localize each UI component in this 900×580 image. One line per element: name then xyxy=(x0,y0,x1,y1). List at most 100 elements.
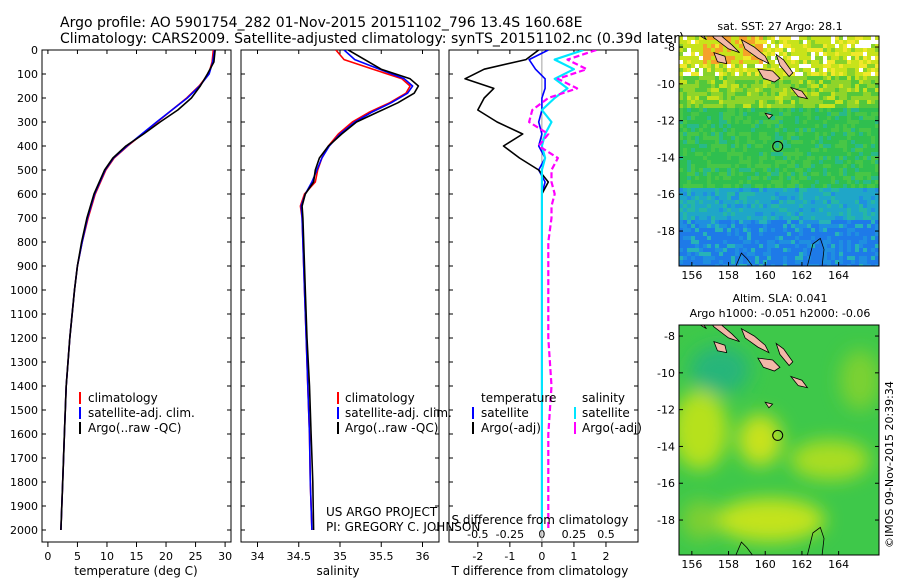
sst-cell xyxy=(719,196,723,200)
sst-cell xyxy=(795,184,799,188)
sst-cell xyxy=(715,92,719,96)
sst-cell xyxy=(871,108,875,112)
sst-cell xyxy=(703,208,707,212)
sst-cell xyxy=(855,244,859,248)
sst-cell xyxy=(815,140,819,144)
sst-cell xyxy=(767,168,771,172)
sst-cell xyxy=(803,108,807,112)
sst-cell xyxy=(779,212,783,216)
sst-cell xyxy=(695,36,699,40)
lon-tick-label: 158 xyxy=(718,558,739,571)
sst-cell xyxy=(867,108,871,112)
sst-cell xyxy=(827,108,831,112)
sst-cell xyxy=(755,240,759,244)
sst-cell xyxy=(791,36,795,40)
sst-cell xyxy=(819,224,823,228)
sst-cell xyxy=(803,252,807,256)
sst-cell xyxy=(707,68,711,72)
sst-cell xyxy=(699,264,703,266)
sst-cell xyxy=(807,160,811,164)
sst-cell xyxy=(683,84,687,88)
sst-cell xyxy=(863,252,867,256)
sst-cell xyxy=(703,60,707,64)
sst-cell xyxy=(695,184,699,188)
sst-cell xyxy=(703,48,707,52)
lat-tick-label: -16 xyxy=(657,477,675,490)
sst-cell xyxy=(779,72,783,76)
sst-cell xyxy=(875,72,879,76)
sst-cell xyxy=(727,164,731,168)
sst-cell xyxy=(799,72,803,76)
sst-cell xyxy=(743,160,747,164)
sst-cell xyxy=(815,136,819,140)
sst-cell xyxy=(691,232,695,236)
sst-cell xyxy=(859,140,863,144)
sst-cell xyxy=(855,56,859,60)
sst-cell xyxy=(875,124,879,128)
sst-cell xyxy=(703,108,707,112)
sst-cell xyxy=(827,220,831,224)
sst-cell xyxy=(711,184,715,188)
sst-cell xyxy=(807,148,811,152)
sst-cell xyxy=(831,164,835,168)
sst-cell xyxy=(779,52,783,56)
sst-cell xyxy=(751,180,755,184)
sst-cell xyxy=(771,68,775,72)
sst-cell xyxy=(687,56,691,60)
sst-cell xyxy=(863,72,867,76)
sst-cell xyxy=(839,184,843,188)
sst-cell xyxy=(707,248,711,252)
x-tick-label: 30 xyxy=(218,550,232,563)
sst-cell xyxy=(835,36,839,40)
x-tick-label: 34.5 xyxy=(287,550,312,563)
sst-cell xyxy=(731,112,735,116)
sst-cell xyxy=(687,120,691,124)
sst-cell xyxy=(803,200,807,204)
sst-cell xyxy=(683,112,687,116)
sst-cell xyxy=(763,140,767,144)
lon-tick-label: 164 xyxy=(828,558,849,571)
sst-cell xyxy=(695,88,699,92)
sst-cell xyxy=(747,264,751,266)
sst-cell xyxy=(771,264,775,266)
sst-cell xyxy=(875,216,879,220)
sst-cell xyxy=(683,224,687,228)
sst-cell xyxy=(875,260,879,264)
sst-cell xyxy=(835,144,839,148)
sst-cell xyxy=(699,124,703,128)
sst-cell xyxy=(871,220,875,224)
difference-legend: temperature salinity satellite Argo(-adj… xyxy=(472,391,642,435)
sst-cell xyxy=(811,144,815,148)
sst-cell xyxy=(707,228,711,232)
sst-cell xyxy=(847,52,851,56)
sst-cell xyxy=(743,128,747,132)
sst-cell xyxy=(839,196,843,200)
sst-cell xyxy=(699,56,703,60)
sst-cell xyxy=(871,148,875,152)
sst-cell xyxy=(819,260,823,264)
sst-cell xyxy=(703,240,707,244)
sst-cell xyxy=(719,192,723,196)
sst-cell xyxy=(875,228,879,232)
sst-cell xyxy=(795,64,799,68)
sst-cell xyxy=(763,88,767,92)
sst-cell xyxy=(703,192,707,196)
sst-cell xyxy=(835,184,839,188)
sst-cell xyxy=(771,116,775,120)
sst-cell xyxy=(855,104,859,108)
sst-cell xyxy=(751,224,755,228)
legend-argo-label: Argo(..raw -QC) xyxy=(345,421,438,435)
sst-cell xyxy=(695,180,699,184)
sst-cell xyxy=(819,248,823,252)
sst-cell xyxy=(847,40,851,44)
sst-cell xyxy=(811,152,815,156)
sst-cell xyxy=(851,204,855,208)
salinity-axis-label: salinity xyxy=(316,564,359,578)
sst-cell xyxy=(707,152,711,156)
sst-cell xyxy=(839,112,843,116)
sst-cell xyxy=(711,264,715,266)
sst-cell xyxy=(835,172,839,176)
sst-cell xyxy=(771,244,775,248)
sst-cell xyxy=(707,116,711,120)
sst-cell xyxy=(811,176,815,180)
